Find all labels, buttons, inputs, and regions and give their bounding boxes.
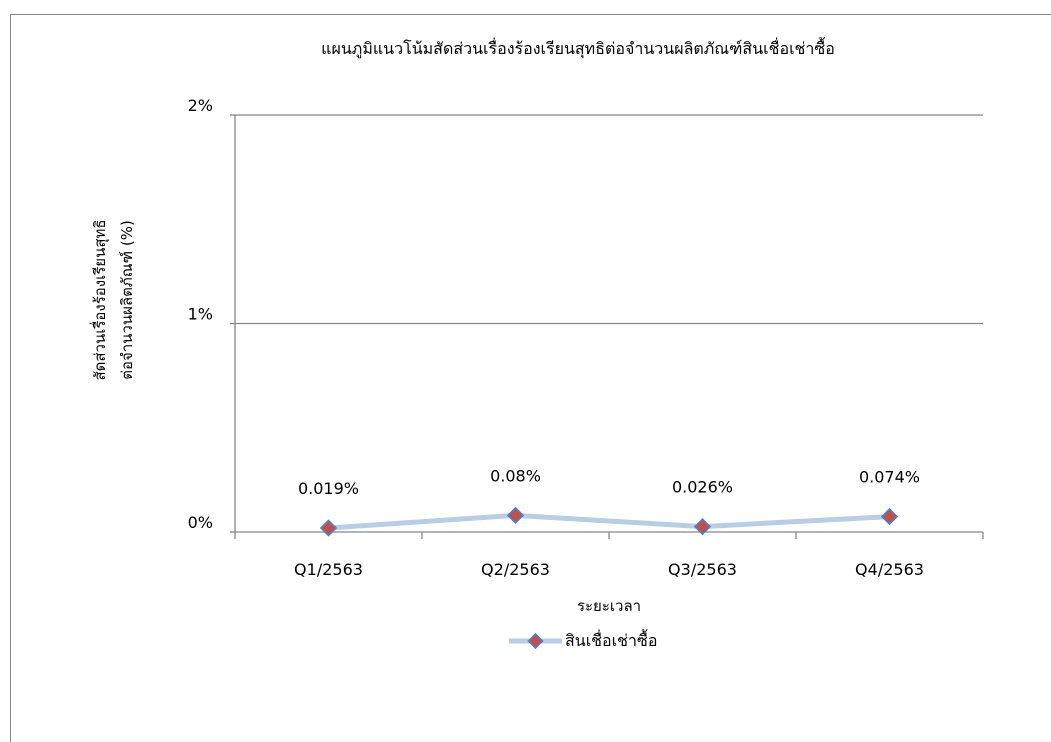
legend-marker <box>527 632 544 650</box>
chart-frame <box>10 14 1051 742</box>
x-tick-labels: Q1/2563 Q2/2563 Q3/2563 Q4/2563 <box>294 560 924 579</box>
y-tick-label: 2% <box>188 96 213 115</box>
series-line <box>328 512 890 531</box>
data-point-marker <box>319 519 338 537</box>
legend[interactable]: สินเชื่อเช่าซื้อ <box>509 629 657 650</box>
y-axis-title: สัดส่วนเรื่องร้องเรียนสุทธิ ต่อจำนวนผลิต… <box>89 219 136 380</box>
y-axis-title-line-1: สัดส่วนเรื่องร้องเรียนสุทธิ <box>89 219 110 380</box>
x-axis-title: ระยะเวลา <box>577 597 641 615</box>
legend-label: สินเชื่อเช่าซื้อ <box>565 629 657 650</box>
data-label: 0.08% <box>490 466 541 485</box>
data-labels: 0.019% 0.08% 0.026% 0.074% <box>298 466 920 498</box>
x-tick-label: Q1/2563 <box>294 560 363 579</box>
data-point-marker <box>880 507 899 526</box>
y-tick-label: 1% <box>188 305 213 324</box>
x-tick-label: Q4/2563 <box>855 560 924 579</box>
chart-title: แผนภูมิแนวโน้มสัดส่วนเรื่องร้องเรียนสุทธ… <box>321 37 835 59</box>
x-tick-label: Q2/2563 <box>481 560 550 579</box>
y-tick-labels: 0% 1% 2% <box>188 96 213 532</box>
axes <box>230 114 984 539</box>
data-label: 0.074% <box>859 468 920 487</box>
x-tick-label: Q3/2563 <box>668 560 737 579</box>
data-label: 0.019% <box>298 479 359 498</box>
data-point-marker <box>693 517 712 536</box>
y-tick-label: 0% <box>188 513 213 532</box>
data-point-marker <box>506 506 525 524</box>
data-label: 0.026% <box>672 478 733 497</box>
y-axis-title-line-2: ต่อจำนวนผลิตภัณฑ์ (%) <box>118 220 136 380</box>
series-sinchuea-chaosue <box>319 506 899 537</box>
gridlines <box>235 114 983 325</box>
